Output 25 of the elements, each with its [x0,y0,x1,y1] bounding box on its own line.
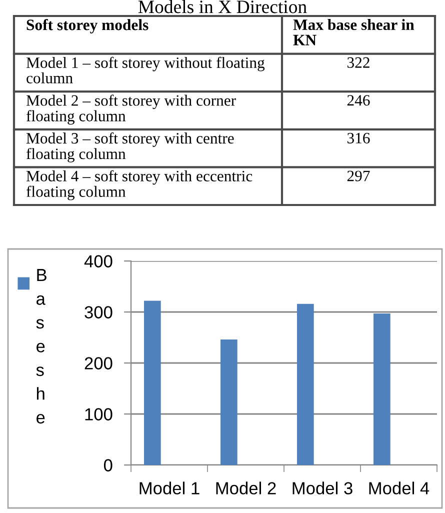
y-tick-label: 200 [84,357,112,370]
text: 297 [347,170,370,182]
text: 246 [347,95,370,106]
text: Model 1 – soft storey without floating column [26,56,265,84]
text: Max base shear in KN [293,19,414,46]
legend-label: Base she [36,269,46,424]
bar [144,300,161,465]
text: Model 4 – soft storey with eccentric floating column [26,170,252,200]
text: Model 3 – soft storey with centre floating column [26,132,234,162]
y-tick-label: 300 [84,306,112,318]
y-tick-label: 0 [104,459,112,472]
chart-title: Models in X Direction [138,0,307,14]
bar [374,314,390,465]
x-tick-label: Model 3 [292,482,352,494]
bar [220,340,238,465]
text: Soft storey models [26,19,148,34]
x-tick-label: Model 1 [140,482,200,494]
text: 322 [347,57,370,68]
bar [297,304,314,465]
y-tick-label: 400 [84,255,112,268]
text: 316 [347,132,370,144]
y-tick-label: 100 [85,408,112,420]
text: Model 2 – soft storey with corner floating column [26,94,236,125]
x-tick-label: Model 4 [369,482,430,494]
x-tick-label: Model 2 [216,482,276,494]
